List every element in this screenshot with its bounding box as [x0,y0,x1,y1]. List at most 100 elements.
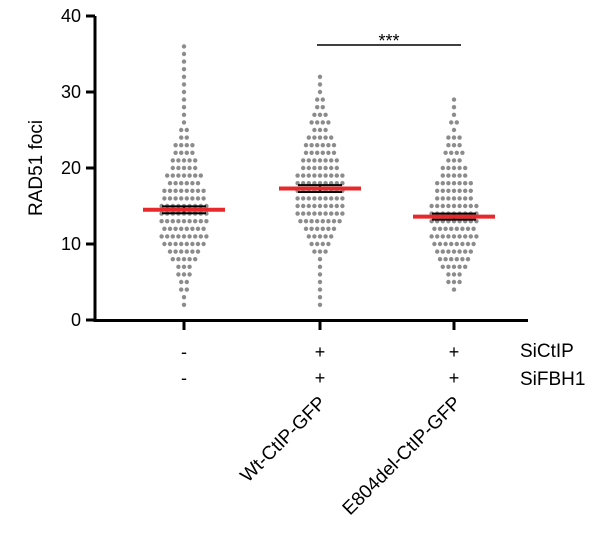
data-point [468,234,473,239]
data-point [181,67,187,72]
condition-row-1: - + + SiCtIP [181,341,574,362]
data-point [323,196,328,201]
data-point [465,257,471,262]
data-point [460,150,465,155]
group-label-wt-ctip-gfp: Wt-CtIP-GFP [237,393,331,487]
data-point [435,196,440,201]
data-point [195,196,201,201]
data-point [317,264,323,269]
data-point [449,150,454,155]
data-point [195,181,201,186]
data-point [457,203,462,209]
data-point [432,226,437,231]
data-point [312,173,317,178]
data-point [312,211,317,216]
data-point [317,82,323,87]
data-point [312,158,317,163]
data-point [173,241,178,247]
data-point [181,59,187,64]
data-point [320,219,325,224]
data-point [435,181,440,186]
data-point [334,196,339,201]
group-1-sictip-sign: - [181,342,187,362]
data-point [331,150,337,155]
data-point [184,241,189,247]
data-point [317,89,323,95]
data-point [184,196,189,201]
data-point [179,135,184,140]
data-point [179,279,184,285]
data-point [184,150,189,155]
data-point [170,257,175,262]
data-point [317,249,323,254]
data-point [315,143,320,148]
data-point [301,211,306,216]
y-axis-label: RAD51 foci [26,120,47,216]
data-point [176,234,181,239]
data-point [181,89,187,95]
data-point [340,196,345,201]
data-point [457,173,462,178]
group-label-e804del-ctip-gfp: E804del-CtIP-GFP [339,393,466,520]
data-point [457,143,462,148]
data-point [329,196,334,201]
y-tick-label: 30 [61,82,81,102]
data-point [323,127,328,133]
data-point [181,295,187,300]
data-point [317,257,323,262]
data-point [181,219,187,224]
data-point [440,181,445,186]
data-point [181,74,187,80]
data-point [326,241,331,247]
data-point [429,234,434,239]
data-point [184,188,189,193]
data-point [331,226,337,231]
data-point [190,181,195,186]
data-point [435,234,440,239]
data-point [184,249,189,254]
data-point [468,249,473,254]
data-point [295,196,300,201]
data-point [451,203,457,209]
group-3-sictip-sign: + [449,342,460,362]
data-point [301,173,306,178]
data-point [306,203,311,209]
data-point [323,234,328,239]
data-point [162,196,167,201]
data-point [295,203,300,209]
data-point [463,249,468,254]
data-point [329,173,334,178]
data-point [181,158,187,163]
data-point [176,165,181,171]
data-point [198,219,203,224]
data-point [463,234,468,239]
data-point [323,165,328,171]
data-point [179,249,184,254]
data-point [170,234,175,239]
data-point [190,150,195,155]
data-point [176,272,181,277]
data-point [312,135,317,140]
data-point [195,249,201,254]
data-point [463,181,468,186]
data-point [306,135,311,140]
data-point [170,219,175,224]
data-point [435,203,440,209]
data-point [468,181,473,186]
summary-bars [143,184,495,221]
data-point [195,226,201,231]
data-point [179,188,184,193]
data-point [306,173,311,178]
data-point [446,279,451,285]
data-point [173,188,178,193]
data-point [301,203,306,209]
condition-row-2: - + + SiFBH1 [181,368,585,390]
data-point [181,112,187,118]
data-point [437,257,443,262]
condition-label-sictip: SiCtIP [520,341,574,362]
data-point [454,241,459,247]
data-point [170,158,175,163]
data-point [176,173,181,178]
data-point [446,203,451,209]
y-tick-label: 20 [61,158,81,178]
